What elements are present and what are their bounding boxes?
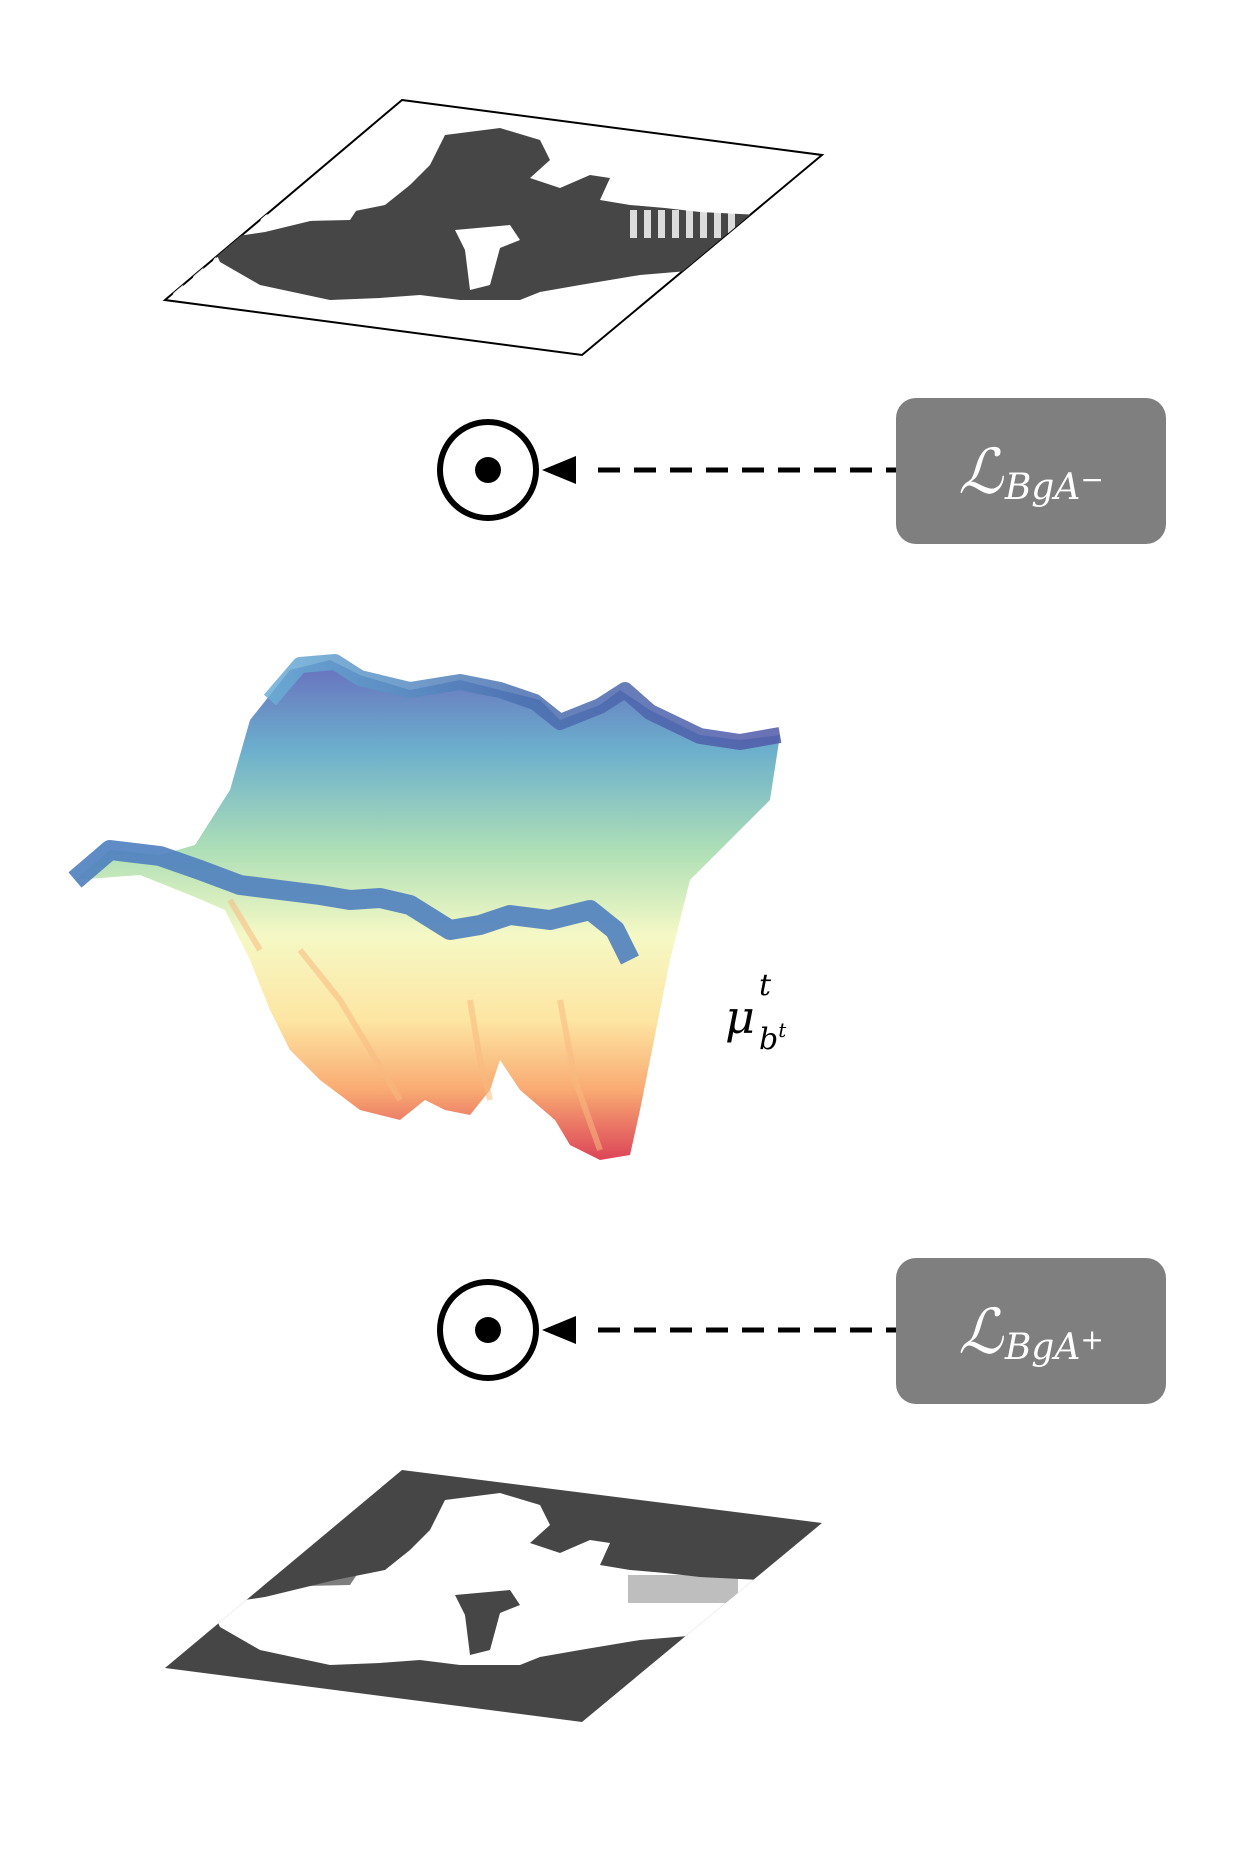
loss-superscript: + — [1080, 1322, 1104, 1356]
hadamard-operator-top — [437, 419, 539, 521]
mu-subscript-text: b — [759, 1022, 779, 1057]
loss-subscript: BgA+ — [1004, 1323, 1104, 1368]
mu-superscript: t — [759, 968, 772, 1003]
mu-symbol: μ — [725, 990, 755, 1044]
back-ridge — [263, 654, 782, 750]
loss-bga-minus-box: ℒ BgA− — [896, 398, 1166, 544]
bottom-mask-silhouette — [210, 1493, 822, 1665]
front-ridge — [68, 840, 639, 965]
loss-superscript: − — [1080, 462, 1104, 496]
arrow-top — [542, 456, 900, 484]
mu-subscript: bt — [759, 1018, 786, 1057]
loss-symbol: ℒ — [958, 434, 1003, 508]
loss-symbol: ℒ — [958, 1294, 1003, 1368]
loss-subscript-text: BgA — [1004, 1326, 1081, 1368]
loss-subscript: BgA− — [1004, 463, 1104, 508]
mu-subscript-superscript: t — [778, 1018, 787, 1042]
hadamard-operator-bottom — [437, 1279, 539, 1381]
bottom-mask-plane — [165, 1470, 822, 1722]
top-mask-silhouette — [210, 128, 822, 300]
arrow-bottom — [542, 1316, 900, 1344]
top-mask-plane — [162, 98, 825, 357]
error-surface — [68, 654, 782, 1160]
surface-label: μ t bt — [725, 968, 786, 1057]
loss-subscript-text: BgA — [1004, 466, 1081, 508]
loss-bga-plus-box: ℒ BgA+ — [896, 1258, 1166, 1404]
